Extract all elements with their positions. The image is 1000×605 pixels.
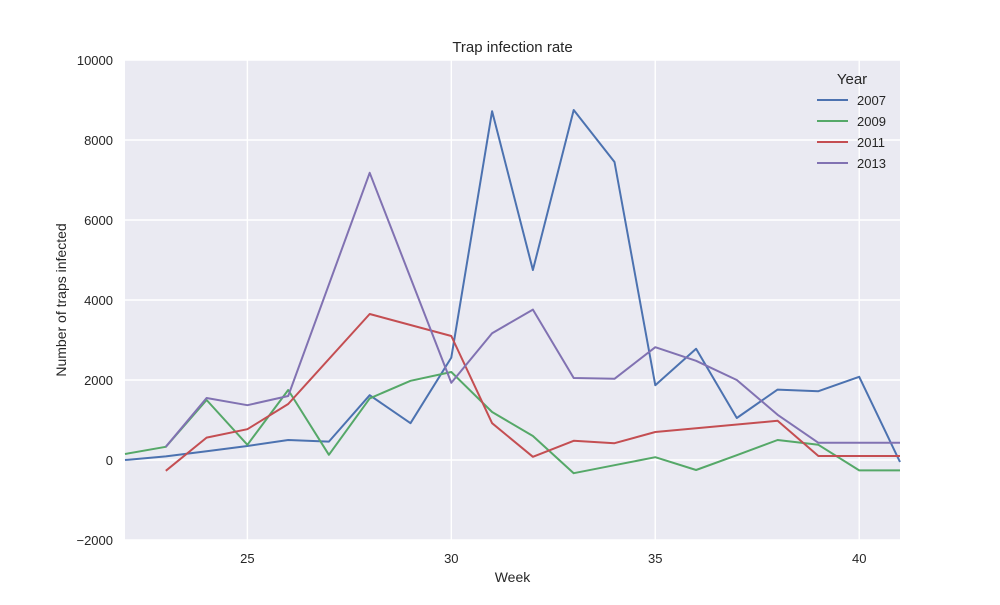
y-axis-label: Number of traps infected <box>53 223 69 376</box>
series-line-2007 <box>124 109 901 463</box>
legend-label-2009: 2009 <box>857 114 886 129</box>
y-tick-label: 8000 <box>84 133 113 148</box>
legend-label-2011: 2011 <box>857 135 885 150</box>
y-tick-label: 6000 <box>84 213 113 228</box>
tick-labels: 25 30 35 40 −2000 0 2000 4000 6000 8000 10000 <box>76 53 866 566</box>
y-tick-label: −2000 <box>76 533 113 548</box>
x-tick-label: 40 <box>852 551 866 566</box>
series-line-2009 <box>124 371 900 475</box>
legend-items: 2007 2009 2011 2013 <box>817 93 886 171</box>
x-tick-label: 35 <box>648 551 662 566</box>
legend-label-2013: 2013 <box>857 156 886 171</box>
x-tick-label: 30 <box>444 551 458 566</box>
series-line-2011 <box>165 313 900 472</box>
x-axis-label: Week <box>495 569 532 585</box>
y-tick-label: 0 <box>106 453 113 468</box>
legend: Year 2007 2009 2011 2013 <box>817 71 886 171</box>
y-tick-label: 2000 <box>84 373 113 388</box>
legend-label-2007: 2007 <box>857 93 886 108</box>
series-line-2013 <box>165 171 900 448</box>
y-tick-label: 4000 <box>84 293 113 308</box>
grid-lines <box>125 59 900 541</box>
series-lines <box>124 109 901 475</box>
chart-title: Trap infection rate <box>452 39 572 56</box>
x-tick-label: 25 <box>240 551 254 566</box>
legend-title: Year <box>837 71 867 88</box>
y-tick-label: 10000 <box>77 53 113 68</box>
